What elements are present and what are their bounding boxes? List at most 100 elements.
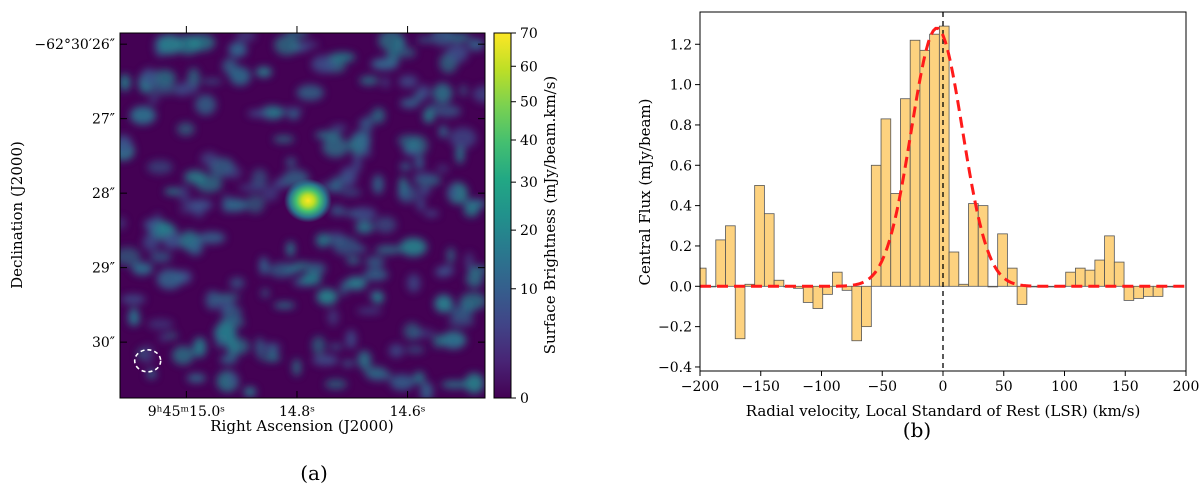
emission-blob	[322, 136, 349, 158]
emission-blob	[416, 196, 426, 212]
emission-blob	[345, 329, 357, 349]
emission-blob	[397, 184, 418, 204]
map-y-tick-label: 28″	[92, 186, 115, 202]
map-y-tick-label: 29″	[92, 261, 115, 277]
emission-blob	[130, 318, 141, 325]
emission-blob	[340, 209, 360, 217]
spectrum-y-tick-label: 0.4	[670, 199, 692, 215]
spectrum-bar	[734, 285, 746, 340]
emission-blob	[286, 33, 309, 39]
spectrum-bar	[1065, 271, 1076, 287]
emission-blob	[166, 332, 178, 339]
spectrum-bar	[977, 205, 989, 287]
colorbar-tick-label: 30	[520, 175, 538, 191]
emission-blob	[434, 105, 462, 118]
emission-blob	[449, 127, 477, 149]
spectrum-bar	[699, 267, 707, 287]
map-y-tick-label: −62°30′26″	[34, 37, 115, 53]
emission-blob	[260, 288, 270, 298]
emission-blob	[144, 220, 156, 231]
emission-blob	[174, 34, 202, 55]
emission-blob	[330, 124, 348, 131]
map-x-tick-label: 14.8ˢ	[279, 404, 315, 420]
map-y-tick-label: 27″	[92, 112, 115, 128]
emission-blob	[274, 34, 300, 56]
emission-blob	[342, 360, 355, 367]
emission-blob	[315, 233, 331, 248]
emission-blob	[418, 84, 430, 100]
emission-blob	[372, 291, 384, 304]
spectrum-bar	[1123, 285, 1135, 301]
emission-blob	[179, 205, 200, 214]
emission-blob	[441, 380, 469, 389]
spectrum-y-tick-label: 1.0	[670, 78, 692, 94]
emission-blob	[148, 94, 159, 105]
emission-blob	[444, 336, 463, 347]
emission-blob	[259, 354, 283, 362]
map-y-label: Declination (J2000)	[8, 141, 26, 289]
emission-blob	[149, 82, 178, 96]
emission-blob	[262, 185, 279, 202]
emission-blob	[328, 343, 343, 350]
spectrum-y-tick-label: 0.2	[670, 239, 692, 255]
spectrum-bar	[812, 285, 824, 309]
emission-blob	[273, 302, 296, 309]
spectrum-bar	[715, 239, 726, 287]
emission-blob	[363, 268, 389, 281]
emission-blob	[176, 122, 195, 136]
emission-blob	[432, 82, 453, 104]
emission-blob	[292, 358, 302, 376]
emission-blob	[365, 256, 385, 268]
spectrum-x-tick-label: 200	[1173, 379, 1200, 395]
spectrum-bar	[1075, 267, 1086, 287]
emission-blob	[131, 262, 153, 276]
spectrum-y-ticks: −0.4 −0.2 0.0 0.2 0.4 0.6 0.8 1.0 1.2	[658, 37, 700, 376]
emission-blob	[459, 84, 468, 97]
spectrum-x-tick-label: 0	[939, 379, 948, 395]
emission-blob	[350, 207, 377, 221]
emission-blob	[358, 119, 369, 128]
spectrum-x-tick-label: −100	[802, 379, 840, 395]
emission-blob	[455, 144, 465, 164]
map-x-ticks: 9ʰ45ᵐ15.0ˢ 14.8ˢ 14.6ˢ	[148, 26, 426, 420]
emission-blob	[178, 184, 190, 205]
map-x-tick-label: 14.6ˢ	[390, 404, 426, 420]
emission-blob	[399, 237, 428, 257]
emission-blob	[229, 277, 245, 290]
emission-blob	[259, 256, 269, 275]
emission-blob	[146, 160, 173, 175]
emission-blob	[245, 194, 265, 214]
colorbar	[494, 33, 511, 398]
emission-blob	[438, 265, 455, 276]
spectrum-y-label: Central Flux (mJy/beam)	[636, 99, 654, 286]
emission-peak	[284, 178, 332, 223]
emission-blob	[400, 98, 420, 109]
emission-blob	[215, 334, 226, 349]
emission-blob	[187, 239, 204, 256]
spectrum-bar	[763, 213, 775, 287]
emission-blob	[361, 147, 372, 158]
spectrum-bar	[861, 285, 872, 328]
emission-blob	[142, 233, 160, 252]
emission-blob	[446, 247, 455, 264]
emission-blob	[312, 354, 339, 366]
panel-b: −200 −150 −100 −50 0 50 100 150 200 −0.4 −0.2 0.0 0…	[636, 11, 1200, 442]
emission-blob	[141, 68, 158, 87]
emission-blob	[314, 130, 342, 140]
emission-blob	[434, 294, 454, 313]
colorbar-tick-label: 50	[520, 95, 538, 111]
spectrum-y-tick-label: −0.4	[658, 360, 692, 376]
emission-blob	[403, 322, 421, 341]
emission-blob	[201, 78, 223, 85]
spectrum-x-tick-label: −50	[867, 379, 897, 395]
spectrum-y-tick-label: 0.0	[670, 279, 692, 295]
emission-blob	[340, 189, 362, 196]
emission-blob	[389, 374, 415, 391]
emission-blob	[287, 110, 300, 120]
emission-blob	[346, 256, 361, 265]
colorbar-tick-label: 20	[520, 223, 538, 239]
emission-blob	[154, 220, 171, 233]
spectrum-bar	[725, 225, 736, 287]
emission-blob	[205, 290, 220, 310]
